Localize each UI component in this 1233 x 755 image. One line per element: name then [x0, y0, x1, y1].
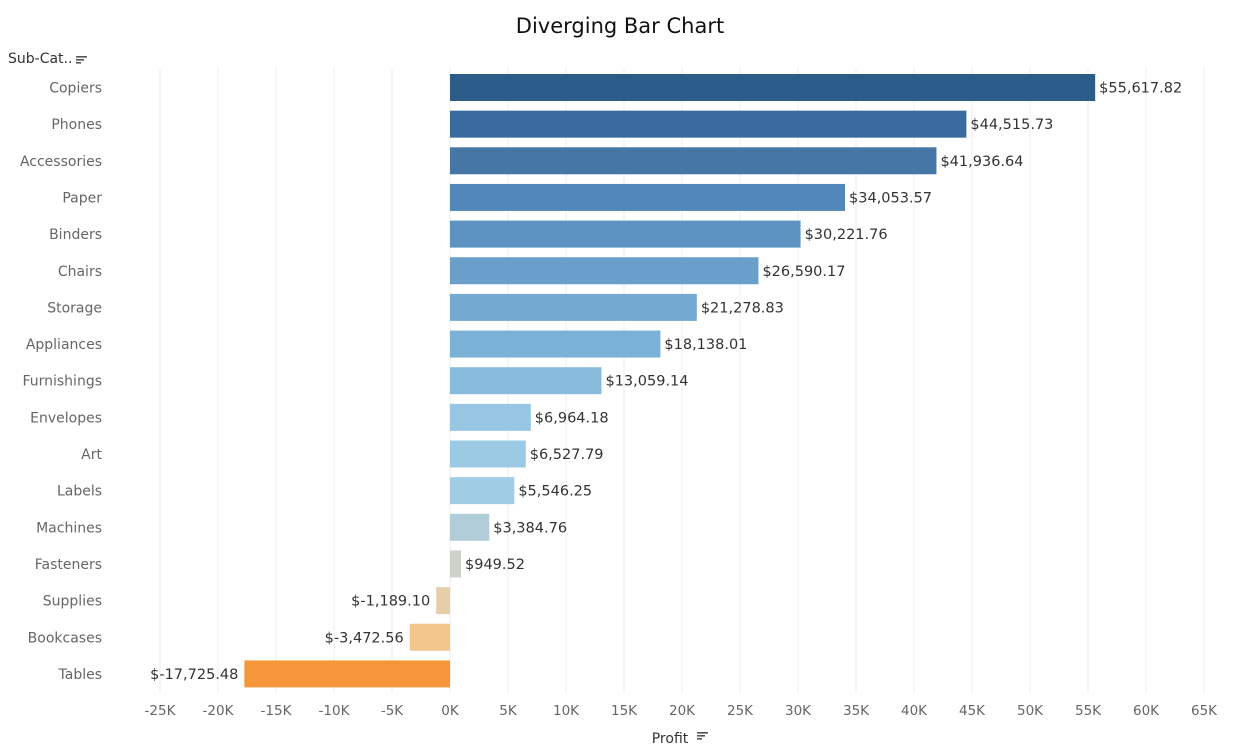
x-tick-label: 35K: [843, 703, 870, 719]
category-header[interactable]: Sub-Cat..: [8, 51, 87, 67]
category-label: Art: [81, 447, 102, 463]
category-label: Supplies: [43, 594, 102, 610]
category-labels: Copiers Phones Accessories Paper Binders Chai…: [20, 81, 103, 683]
category-label: Storage: [47, 300, 102, 316]
bar-binders[interactable]: [450, 220, 801, 248]
x-tick-label: 20K: [669, 703, 696, 719]
x-tick-label: 5K: [499, 703, 518, 719]
x-axis-title-group[interactable]: Profit: [652, 731, 708, 747]
x-tick-label: 45K: [959, 703, 986, 719]
x-axis-title: Profit: [652, 731, 689, 747]
value-label: $6,964.18: [535, 410, 609, 426]
x-tick-label: -25K: [145, 703, 177, 719]
category-label: Binders: [49, 227, 102, 243]
x-tick-label: -10K: [319, 703, 351, 719]
category-label: Fasteners: [35, 557, 102, 573]
value-labels: $55,617.82 $44,515.73 $41,936.64 $34,053.57…: [150, 81, 1182, 683]
value-label: $21,278.83: [701, 300, 784, 316]
x-tick-label: -5K: [381, 703, 404, 719]
chart-title: Diverging Bar Chart: [516, 14, 724, 38]
x-tick-label: 30K: [785, 703, 812, 719]
bar-accessories[interactable]: [450, 147, 937, 175]
category-label: Chairs: [58, 264, 102, 280]
bar-tables[interactable]: [244, 660, 450, 688]
value-label: $26,590.17: [762, 264, 845, 280]
bar-paper[interactable]: [450, 183, 846, 211]
category-label: Furnishings: [22, 374, 102, 390]
bar-art[interactable]: [450, 440, 526, 468]
value-label: $55,617.82: [1099, 81, 1182, 97]
category-label: Accessories: [20, 154, 102, 170]
bar-labels[interactable]: [450, 477, 515, 505]
bar-appliances[interactable]: [450, 330, 661, 358]
category-label: Labels: [57, 484, 102, 500]
bar-machines[interactable]: [450, 513, 490, 541]
x-tick-label: 10K: [553, 703, 580, 719]
bar-bookcases[interactable]: [409, 623, 450, 651]
bars: [244, 74, 1096, 688]
category-label: Bookcases: [28, 630, 102, 646]
category-label: Copiers: [49, 81, 102, 97]
bar-phones[interactable]: [450, 110, 967, 138]
bar-furnishings[interactable]: [450, 367, 602, 395]
sort-icon[interactable]: [76, 56, 87, 64]
category-label: Paper: [62, 190, 102, 206]
bar-envelopes[interactable]: [450, 403, 531, 431]
category-label: Machines: [36, 520, 102, 536]
value-label: $-17,725.48: [150, 667, 238, 683]
category-label: Envelopes: [30, 410, 102, 426]
x-tick-label: 0K: [441, 703, 460, 719]
value-label: $13,059.14: [605, 374, 688, 390]
value-label: $5,546.25: [518, 484, 592, 500]
value-label: $-1,189.10: [351, 594, 430, 610]
x-tick-label: -15K: [261, 703, 293, 719]
x-tick-label: 50K: [1017, 703, 1044, 719]
value-label: $949.52: [465, 557, 525, 573]
bar-fasteners[interactable]: [450, 550, 462, 578]
bar-copiers[interactable]: [450, 74, 1096, 101]
x-tick-label: 60K: [1133, 703, 1160, 719]
value-label: $18,138.01: [664, 337, 747, 353]
value-label: $44,515.73: [970, 117, 1053, 133]
value-label: $6,527.79: [530, 447, 604, 463]
category-label: Tables: [58, 667, 103, 683]
x-tick-label: -20K: [203, 703, 235, 719]
x-tick-label: 25K: [727, 703, 754, 719]
bar-chairs[interactable]: [450, 257, 759, 285]
x-tick-label: 65K: [1191, 703, 1218, 719]
value-label: $34,053.57: [849, 190, 932, 206]
bar-storage[interactable]: [450, 293, 697, 321]
category-header-label: Sub-Cat..: [8, 51, 72, 67]
x-tick-label: 15K: [611, 703, 638, 719]
value-label: $41,936.64: [940, 154, 1023, 170]
category-label: Appliances: [26, 337, 102, 353]
axis-sort-icon[interactable]: [697, 732, 708, 740]
category-label: Phones: [51, 117, 102, 133]
x-tick-label: 55K: [1075, 703, 1102, 719]
bar-supplies[interactable]: [436, 587, 450, 615]
value-label: $3,384.76: [493, 520, 567, 536]
x-tick-label: 40K: [901, 703, 928, 719]
x-axis-ticks: -25K -20K -15K -10K -5K 0K 5K 10K 15K 20K 25K 30K 35…: [145, 703, 1219, 719]
value-label: $-3,472.56: [325, 630, 404, 646]
value-label: $30,221.76: [805, 227, 888, 243]
